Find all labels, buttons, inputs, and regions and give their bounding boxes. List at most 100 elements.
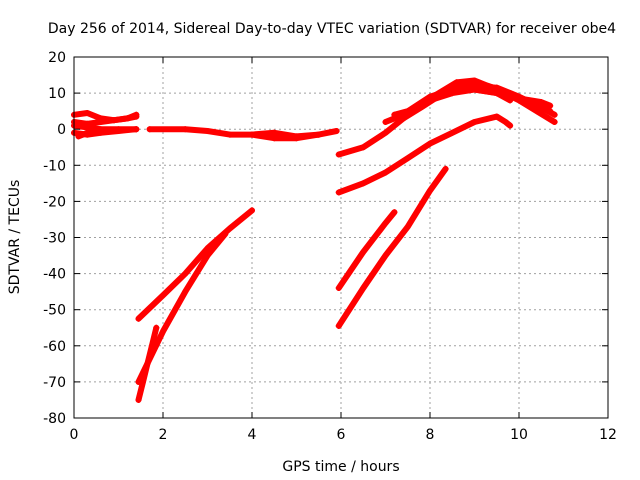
data-point xyxy=(333,128,340,135)
data-point xyxy=(449,129,456,136)
data-point xyxy=(133,126,140,133)
y-tick-label: -60 xyxy=(43,339,66,355)
satellite-track-7 xyxy=(249,129,322,140)
data-point xyxy=(146,126,153,133)
y-tick-label: -20 xyxy=(43,194,66,210)
data-point xyxy=(249,207,255,214)
data-point xyxy=(493,113,500,120)
data-point xyxy=(435,90,442,97)
x-tick-label: 10 xyxy=(510,427,528,443)
y-tick-label: -70 xyxy=(43,375,66,391)
data-point xyxy=(404,223,411,230)
data-point xyxy=(335,285,342,292)
data-point xyxy=(133,113,140,120)
data-point xyxy=(382,252,389,259)
data-layer xyxy=(71,77,558,403)
data-point xyxy=(226,225,233,232)
data-point xyxy=(115,128,122,135)
data-point xyxy=(139,378,146,385)
satellite-track-8 xyxy=(135,207,255,322)
x-tick-label: 2 xyxy=(159,427,168,443)
x-tick-label: 6 xyxy=(337,427,346,443)
data-point xyxy=(335,151,342,158)
data-point xyxy=(493,90,500,97)
data-point xyxy=(547,102,554,109)
data-point xyxy=(335,189,342,196)
data-point xyxy=(97,118,104,125)
y-axis-label: SDTVAR / TECUs xyxy=(7,180,23,295)
data-point xyxy=(182,126,189,133)
grid xyxy=(74,57,608,418)
data-point xyxy=(547,108,554,115)
data-point xyxy=(93,126,100,133)
data-point xyxy=(315,131,322,138)
data-point xyxy=(551,118,558,125)
y-tick-label: -10 xyxy=(43,158,66,174)
data-point xyxy=(418,100,425,107)
data-point xyxy=(148,342,155,349)
data-point xyxy=(182,288,189,295)
data-point xyxy=(360,285,367,292)
data-point xyxy=(427,187,433,194)
data-point xyxy=(533,108,540,115)
y-tick-label: 10 xyxy=(48,86,66,102)
data-point xyxy=(204,128,211,135)
data-point xyxy=(84,109,91,116)
data-point xyxy=(75,133,82,140)
data-point xyxy=(249,131,255,138)
y-tick-label: -50 xyxy=(43,303,66,319)
data-point xyxy=(400,111,407,118)
satellite-track-18 xyxy=(335,165,449,329)
satellite-track-17 xyxy=(335,209,398,291)
data-point xyxy=(382,220,389,227)
data-point xyxy=(226,131,233,138)
data-point xyxy=(124,115,131,122)
data-point xyxy=(84,124,91,131)
data-point xyxy=(335,322,342,329)
data-point xyxy=(111,117,118,124)
data-point xyxy=(160,292,166,299)
data-point xyxy=(182,270,189,277)
data-point xyxy=(442,165,449,172)
data-point xyxy=(271,129,278,136)
x-tick-label: 4 xyxy=(248,427,257,443)
data-point xyxy=(271,135,278,142)
chart-title: Day 256 of 2014, Sidereal Day-to-day VTE… xyxy=(48,21,616,37)
data-point xyxy=(204,252,211,259)
data-point xyxy=(551,111,558,118)
data-point xyxy=(153,324,160,331)
data-point xyxy=(222,230,229,237)
axes: 0 2 4 6 8 10 12 -80 -70 -60 -50 -40 -30 -20 -10 0 10 20 xyxy=(43,50,617,443)
data-point xyxy=(502,118,509,125)
data-point xyxy=(144,360,151,367)
data-point xyxy=(360,144,367,151)
data-point xyxy=(293,133,300,140)
data-point xyxy=(204,245,211,252)
y-tick-label: -30 xyxy=(43,231,66,247)
x-tick-label: 12 xyxy=(599,427,617,443)
y-tick-label: -80 xyxy=(43,411,66,427)
x-tick-label: 8 xyxy=(426,427,435,443)
data-point xyxy=(391,209,398,216)
data-point xyxy=(135,315,142,322)
data-point xyxy=(471,118,478,125)
data-point xyxy=(507,122,514,129)
data-point xyxy=(453,79,460,86)
satellite-track-14 xyxy=(382,77,558,125)
data-point xyxy=(427,140,433,147)
data-point xyxy=(160,328,166,335)
data-point xyxy=(360,248,367,255)
data-point xyxy=(404,155,411,162)
data-point xyxy=(382,118,389,125)
y-tick-label: 0 xyxy=(57,122,66,138)
data-point xyxy=(360,180,367,187)
data-point xyxy=(84,129,91,136)
data-point xyxy=(382,169,389,176)
y-tick-label: -40 xyxy=(43,267,66,283)
y-tick-label: 20 xyxy=(48,50,66,66)
satellite-track-16 xyxy=(335,113,514,196)
x-tick-label: 0 xyxy=(70,427,79,443)
data-point xyxy=(471,77,478,84)
